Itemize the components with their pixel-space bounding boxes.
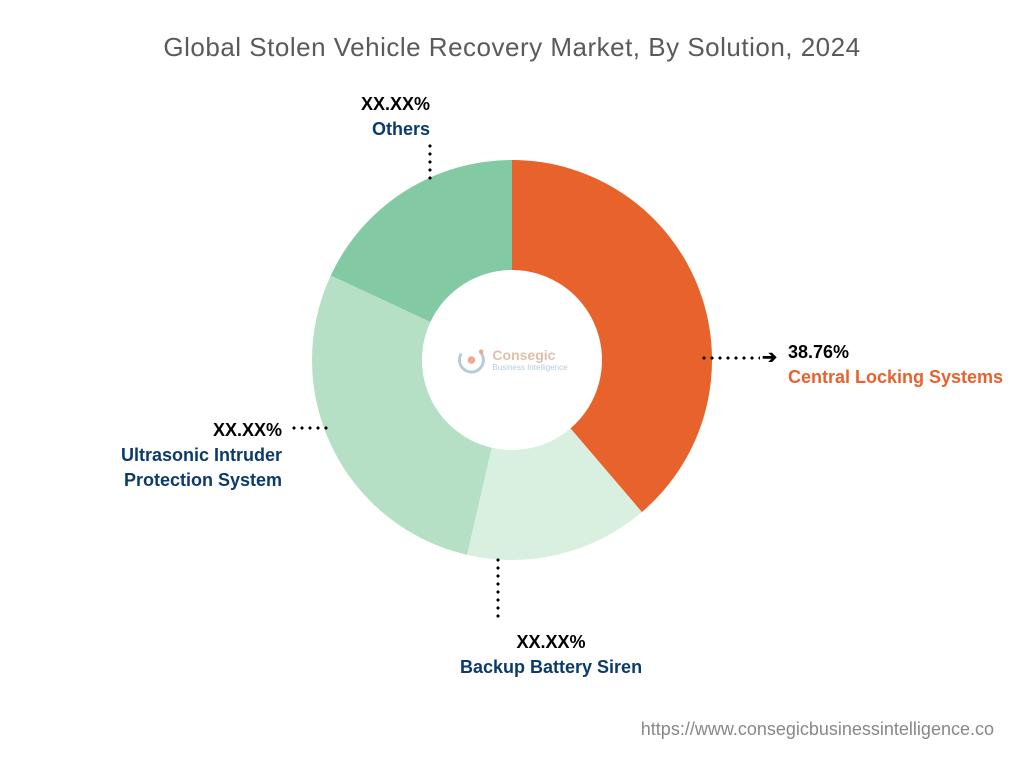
center-logo: Consegic Business Intelligence [456, 345, 567, 375]
slice-pct: XX.XX% [121, 418, 282, 443]
leader-line [700, 356, 760, 360]
leader-line [496, 556, 500, 620]
chart-title: Global Stolen Vehicle Recovery Market, B… [0, 32, 1024, 63]
slice-pct: 38.76% [788, 340, 1003, 365]
leader-line [428, 142, 432, 182]
logo-text: Consegic Business Intelligence [492, 348, 567, 372]
chart-container: Global Stolen Vehicle Recovery Market, B… [0, 0, 1024, 768]
slice-name: Central Locking Systems [788, 365, 1003, 390]
slice-name: Backup Battery Siren [460, 655, 642, 680]
arrow-icon: ➔ [762, 347, 777, 368]
slice-label-backup-battery: XX.XX% Backup Battery Siren [460, 630, 642, 680]
donut-chart: Consegic Business Intelligence [312, 160, 712, 560]
logo-main: Consegic [492, 348, 567, 362]
slice-label-ultrasonic: XX.XX% Ultrasonic Intruder Protection Sy… [121, 418, 282, 494]
slice-name: Others [361, 117, 430, 142]
slice-label-central-locking: 38.76% Central Locking Systems [788, 340, 1003, 390]
logo-mark-icon [456, 345, 486, 375]
slice-pct: XX.XX% [460, 630, 642, 655]
slice-pct: XX.XX% [361, 92, 430, 117]
slice-name: Ultrasonic Intruder Protection System [121, 443, 282, 493]
slice-label-others: XX.XX% Others [361, 92, 430, 142]
donut-slice [312, 275, 492, 554]
leader-line [290, 426, 330, 430]
logo-sub: Business Intelligence [492, 364, 567, 372]
footer-url: https://www.consegicbusinessintelligence… [641, 719, 994, 740]
